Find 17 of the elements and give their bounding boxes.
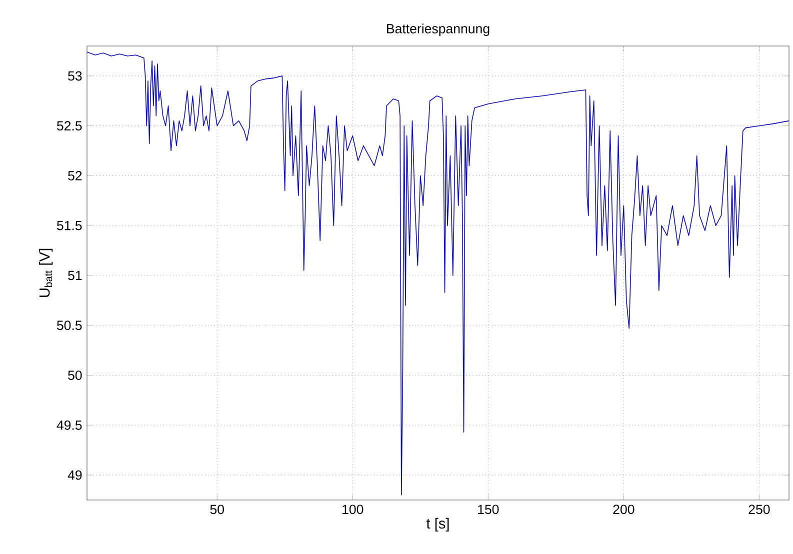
x-tick-label: 50 (210, 504, 224, 514)
x-tick-label: 200 (613, 504, 634, 514)
y-tick-label: 52 (68, 171, 82, 180)
chart-title: Batteriespannung (387, 24, 490, 36)
y-tick-label: 52.5 (56, 121, 82, 131)
y-tick-label: 50.5 (56, 320, 82, 330)
y-tick-label: 49.5 (56, 420, 82, 430)
y-tick-label: 51 (68, 270, 82, 280)
y-tick-label: 49 (68, 470, 82, 480)
x-tick-label: 150 (478, 504, 499, 514)
x-tick-label: 100 (342, 504, 364, 514)
y-axis-title: U$_{batt}$ [V] (39, 248, 53, 297)
y-tick-label: 51.5 (56, 220, 82, 230)
y-tick-label: 53 (68, 71, 82, 81)
x-axis-title: t [s] (426, 518, 449, 532)
y-tick-label: 50 (68, 370, 82, 380)
x-tick-label: 250 (748, 504, 770, 514)
